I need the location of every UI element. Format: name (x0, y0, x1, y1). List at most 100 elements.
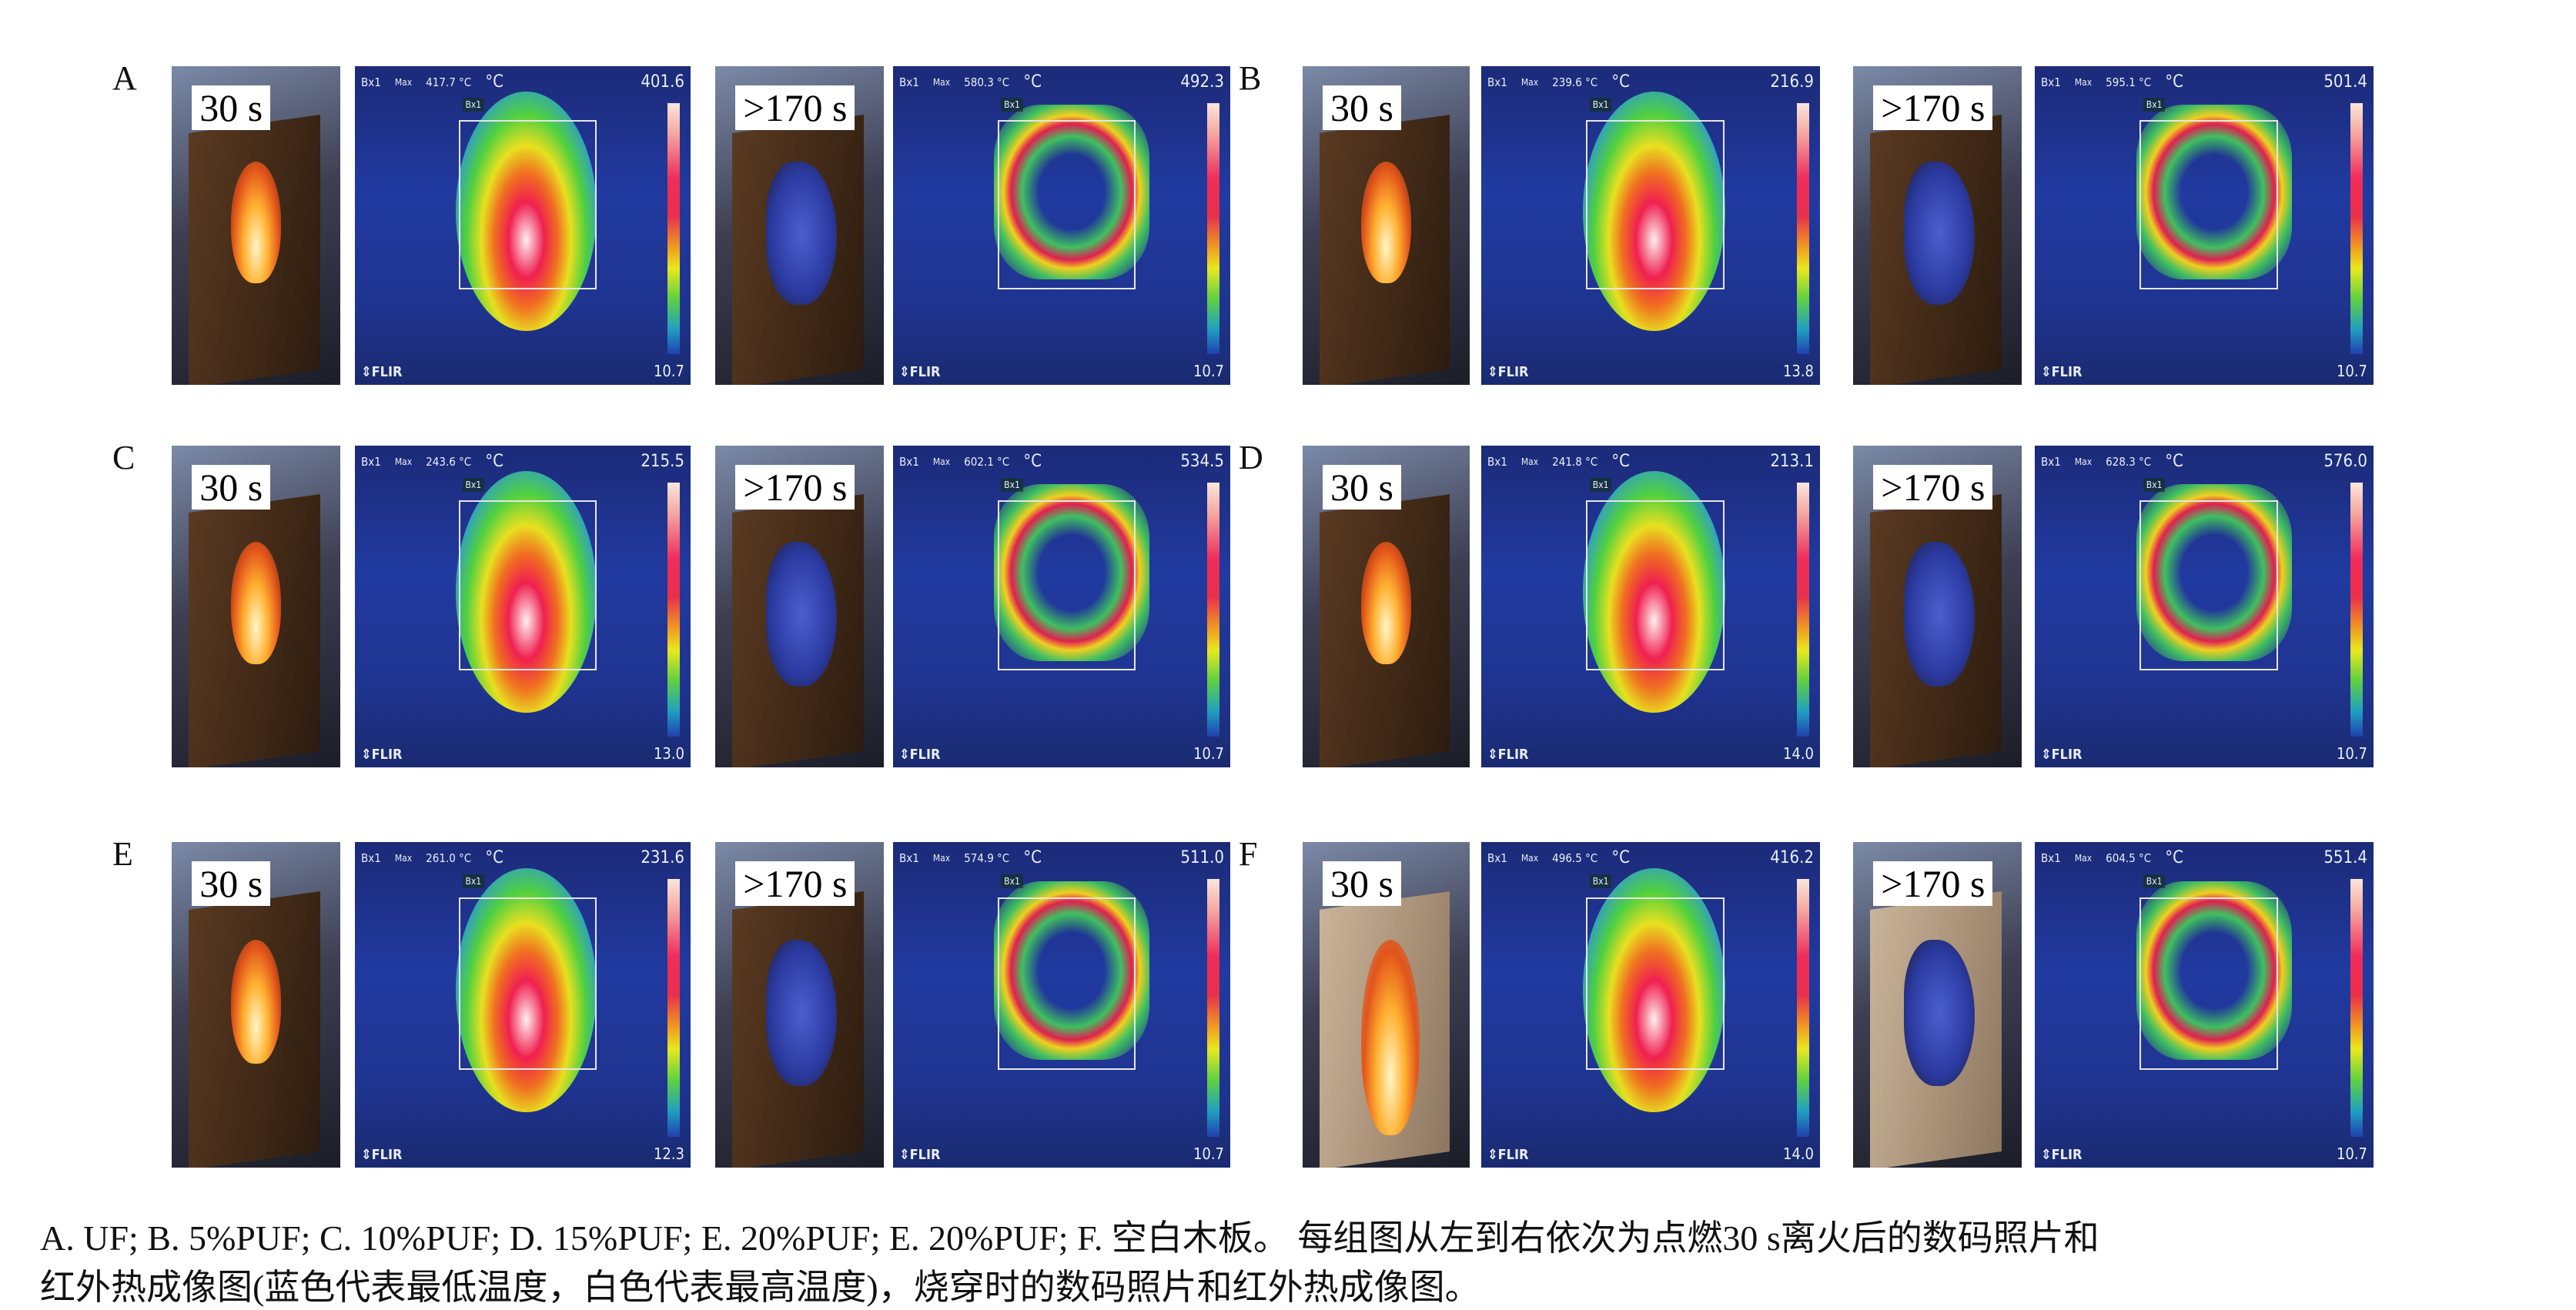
scale-min: 14.0 (1782, 1145, 1814, 1163)
max-label: Max (1521, 456, 1539, 467)
photo-30s: 30 s (1303, 842, 1470, 1168)
unit-label: °C (485, 72, 503, 92)
flame (1360, 162, 1412, 283)
thermal-image-30s: Bx1 Bx1 Max 417.7 °C °C 401.6 10.7 ⇕FLIR (355, 66, 691, 385)
heat-ring (2136, 104, 2293, 280)
box-label: Bx1 (462, 98, 485, 112)
flame (230, 162, 282, 283)
scale-min: 10.7 (1193, 362, 1224, 380)
photo-30s: 30 s (172, 66, 340, 385)
heat-plume (455, 92, 597, 331)
flame (230, 542, 282, 665)
color-scale-bar (2350, 483, 2363, 737)
heat-plume (1583, 92, 1725, 331)
scale-max: 534.5 (1180, 452, 1224, 471)
color-scale-bar (1797, 879, 1809, 1137)
scale-max: 416.2 (1770, 848, 1814, 867)
flir-logo: ⇕FLIR (1487, 1147, 1529, 1163)
panel-label: F (1239, 835, 1258, 873)
photo-burn-through: >170 s (715, 446, 884, 767)
scale-min: 14.0 (1782, 744, 1814, 763)
thermal-header: Bx1 Max 239.6 °C °C (1487, 72, 1630, 92)
scale-min: 10.7 (2336, 744, 2367, 763)
thermal-header: Bx1 Max 241.8 °C °C (1487, 452, 1630, 471)
time-tag: 30 s (192, 85, 271, 130)
max-label: Max (2074, 852, 2093, 864)
max-label: Max (932, 456, 951, 467)
flir-logo: ⇕FLIR (361, 1147, 403, 1163)
measurement-box (459, 120, 597, 289)
unit-label: °C (1023, 72, 1042, 92)
scale-max: 213.1 (1770, 452, 1814, 471)
bx-label: Bx1 (1487, 850, 1507, 865)
thermal-image-burn-through: Bx1 Bx1 Max 595.1 °C °C 501.4 10.7 ⇕FLIR (2035, 66, 2374, 385)
panel-label: B (1239, 59, 1262, 97)
bx-label: Bx1 (899, 454, 919, 469)
scale-max: 215.5 (641, 452, 684, 471)
heat-ring (994, 104, 1149, 280)
thermal-image-burn-through: Bx1 Bx1 Max 602.1 °C °C 534.5 10.7 ⇕FLIR (893, 446, 1230, 767)
time-tag: >170 s (735, 861, 855, 907)
unit-label: °C (1023, 452, 1042, 471)
thermal-image-burn-through: Bx1 Bx1 Max 580.3 °C °C 492.3 10.7 ⇕FLIR (893, 66, 1230, 385)
time-tag: >170 s (1873, 861, 1993, 907)
flir-logo: ⇕FLIR (899, 747, 941, 763)
scale-min: 10.7 (1193, 744, 1224, 763)
scale-max: 576.0 (2323, 452, 2367, 471)
max-label: Max (2074, 76, 2093, 88)
color-scale-bar (2350, 103, 2363, 354)
box-label: Bx1 (2143, 874, 2166, 889)
photo-burn-through: >170 s (715, 842, 884, 1168)
time-tag: >170 s (1873, 465, 1993, 510)
scale-min: 10.7 (2336, 1145, 2367, 1163)
thermal-header: Bx1 Max 602.1 °C °C (899, 452, 1042, 471)
max-label: Max (394, 456, 413, 467)
measurement-box (1586, 897, 1725, 1070)
scale-min: 10.7 (1193, 1145, 1224, 1163)
burn-hole (765, 542, 837, 687)
heat-plume (455, 867, 597, 1113)
time-tag: 30 s (1323, 861, 1401, 907)
bx-label: Bx1 (361, 850, 381, 865)
flir-logo: ⇕FLIR (2041, 747, 2083, 763)
color-scale-bar (1797, 103, 1809, 354)
thermal-header: Bx1 Max 417.7 °C °C (361, 72, 503, 92)
scale-max: 492.3 (1180, 72, 1224, 92)
flir-logo: ⇕FLIR (361, 747, 403, 763)
time-tag: 30 s (1323, 465, 1401, 510)
photo-burn-through: >170 s (1853, 446, 2022, 767)
max-reading: 628.3 °C (2106, 454, 2152, 469)
scale-max: 501.4 (2323, 72, 2367, 92)
thermal-image-burn-through: Bx1 Bx1 Max 628.3 °C °C 576.0 10.7 ⇕FLIR (2035, 446, 2374, 767)
color-scale-bar (1207, 879, 1219, 1137)
box-label: Bx1 (462, 477, 485, 492)
thermal-header: Bx1 Max 496.5 °C °C (1487, 848, 1630, 867)
flir-logo: ⇕FLIR (899, 1147, 941, 1163)
panel-label: C (112, 439, 135, 476)
box-label: Bx1 (1001, 477, 1023, 492)
panel-label: D (1239, 439, 1263, 476)
panel-label: E (112, 835, 133, 873)
measurement-box (997, 897, 1136, 1070)
scale-max: 231.6 (641, 848, 684, 867)
max-label: Max (932, 852, 951, 864)
max-reading: 595.1 °C (2106, 75, 2152, 89)
unit-label: °C (1611, 452, 1630, 471)
flir-logo: ⇕FLIR (899, 364, 941, 380)
measurement-box (2139, 120, 2279, 289)
scale-max: 511.0 (1180, 848, 1224, 867)
measurement-box (1586, 120, 1725, 289)
heat-ring (994, 881, 1149, 1061)
flame (1360, 939, 1420, 1135)
bx-label: Bx1 (899, 75, 919, 89)
max-reading: 496.5 °C (1552, 850, 1598, 865)
max-label: Max (1521, 852, 1539, 864)
max-reading: 239.6 °C (1552, 75, 1598, 89)
scale-max: 551.4 (2323, 848, 2367, 867)
flir-logo: ⇕FLIR (2041, 364, 2083, 380)
unit-label: °C (1023, 848, 1042, 867)
max-label: Max (2074, 456, 2093, 467)
thermal-header: Bx1 Max 574.9 °C °C (899, 848, 1042, 867)
photo-burn-through: >170 s (1853, 842, 2022, 1168)
time-tag: >170 s (735, 465, 855, 510)
